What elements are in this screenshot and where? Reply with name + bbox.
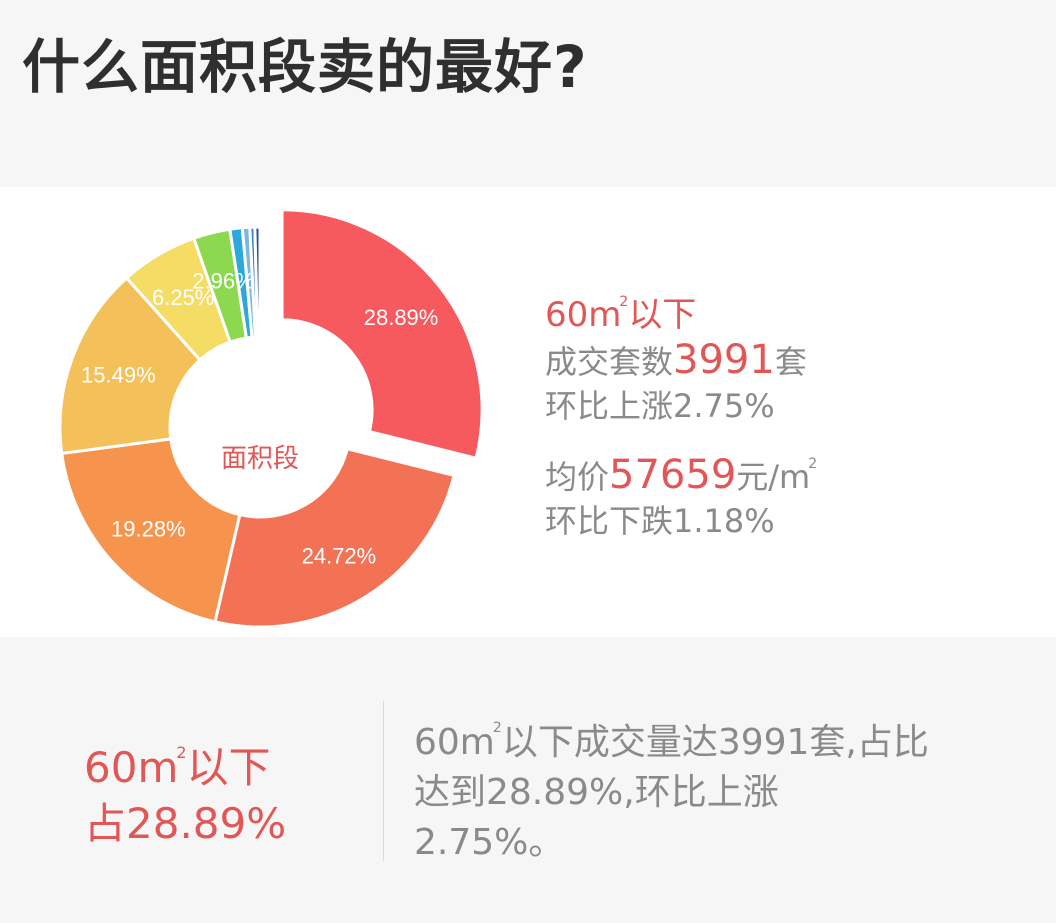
chart-panel: 28.89% 24.72% 19.28% 15.49% 6.25% 2.96% 面积段 6… bbox=[0, 187, 1056, 637]
summary-panel: 60m2以下 占28.89% 60m2以下成交量达3991套,占比 达到28.8… bbox=[0, 637, 1056, 923]
price-value: 57659 bbox=[609, 452, 737, 498]
donut-center-label: 面积段 bbox=[221, 444, 299, 474]
info-block: 60m2以下 成交套数3991套 环比上涨2.75% 均价57659元/m2 环… bbox=[545, 279, 817, 543]
slice-label-3: 19.28% bbox=[111, 517, 186, 542]
price-change: 环比下跌1.18% bbox=[545, 502, 775, 540]
slice-label-4: 15.49% bbox=[81, 363, 156, 388]
slice-label-6: 2.96% bbox=[192, 268, 254, 293]
slice-label-5: 6.25% bbox=[152, 285, 214, 310]
deals-value: 3991 bbox=[673, 337, 775, 383]
donut-slice-1 bbox=[280, 208, 484, 460]
summary-text: 60m2以下成交量达3991套,占比 达到28.89%,环比上涨 2.75%。 bbox=[414, 720, 929, 863]
slice-label-2: 24.72% bbox=[302, 544, 377, 569]
donut-slice-3 bbox=[60, 437, 242, 624]
donut-slice-2 bbox=[213, 446, 456, 627]
summary-divider bbox=[383, 701, 384, 861]
deals-line: 成交套数3991套 bbox=[545, 337, 807, 383]
area-donut-chart: 28.89% 24.72% 19.28% 15.49% 6.25%2.96% 面积段 bbox=[60, 208, 484, 627]
price-line: 均价57659元/m2 bbox=[545, 452, 818, 498]
summary-highlight: 60m2以下 占28.89% bbox=[84, 743, 287, 848]
slice-label-1: 28.89% bbox=[364, 305, 439, 330]
donut-slice-10 bbox=[253, 225, 262, 339]
page-title: 什么面积段卖的最好? bbox=[22, 33, 588, 101]
deals-change: 环比上涨2.75% bbox=[545, 387, 775, 425]
info-title: 60m2以下 bbox=[545, 294, 697, 335]
